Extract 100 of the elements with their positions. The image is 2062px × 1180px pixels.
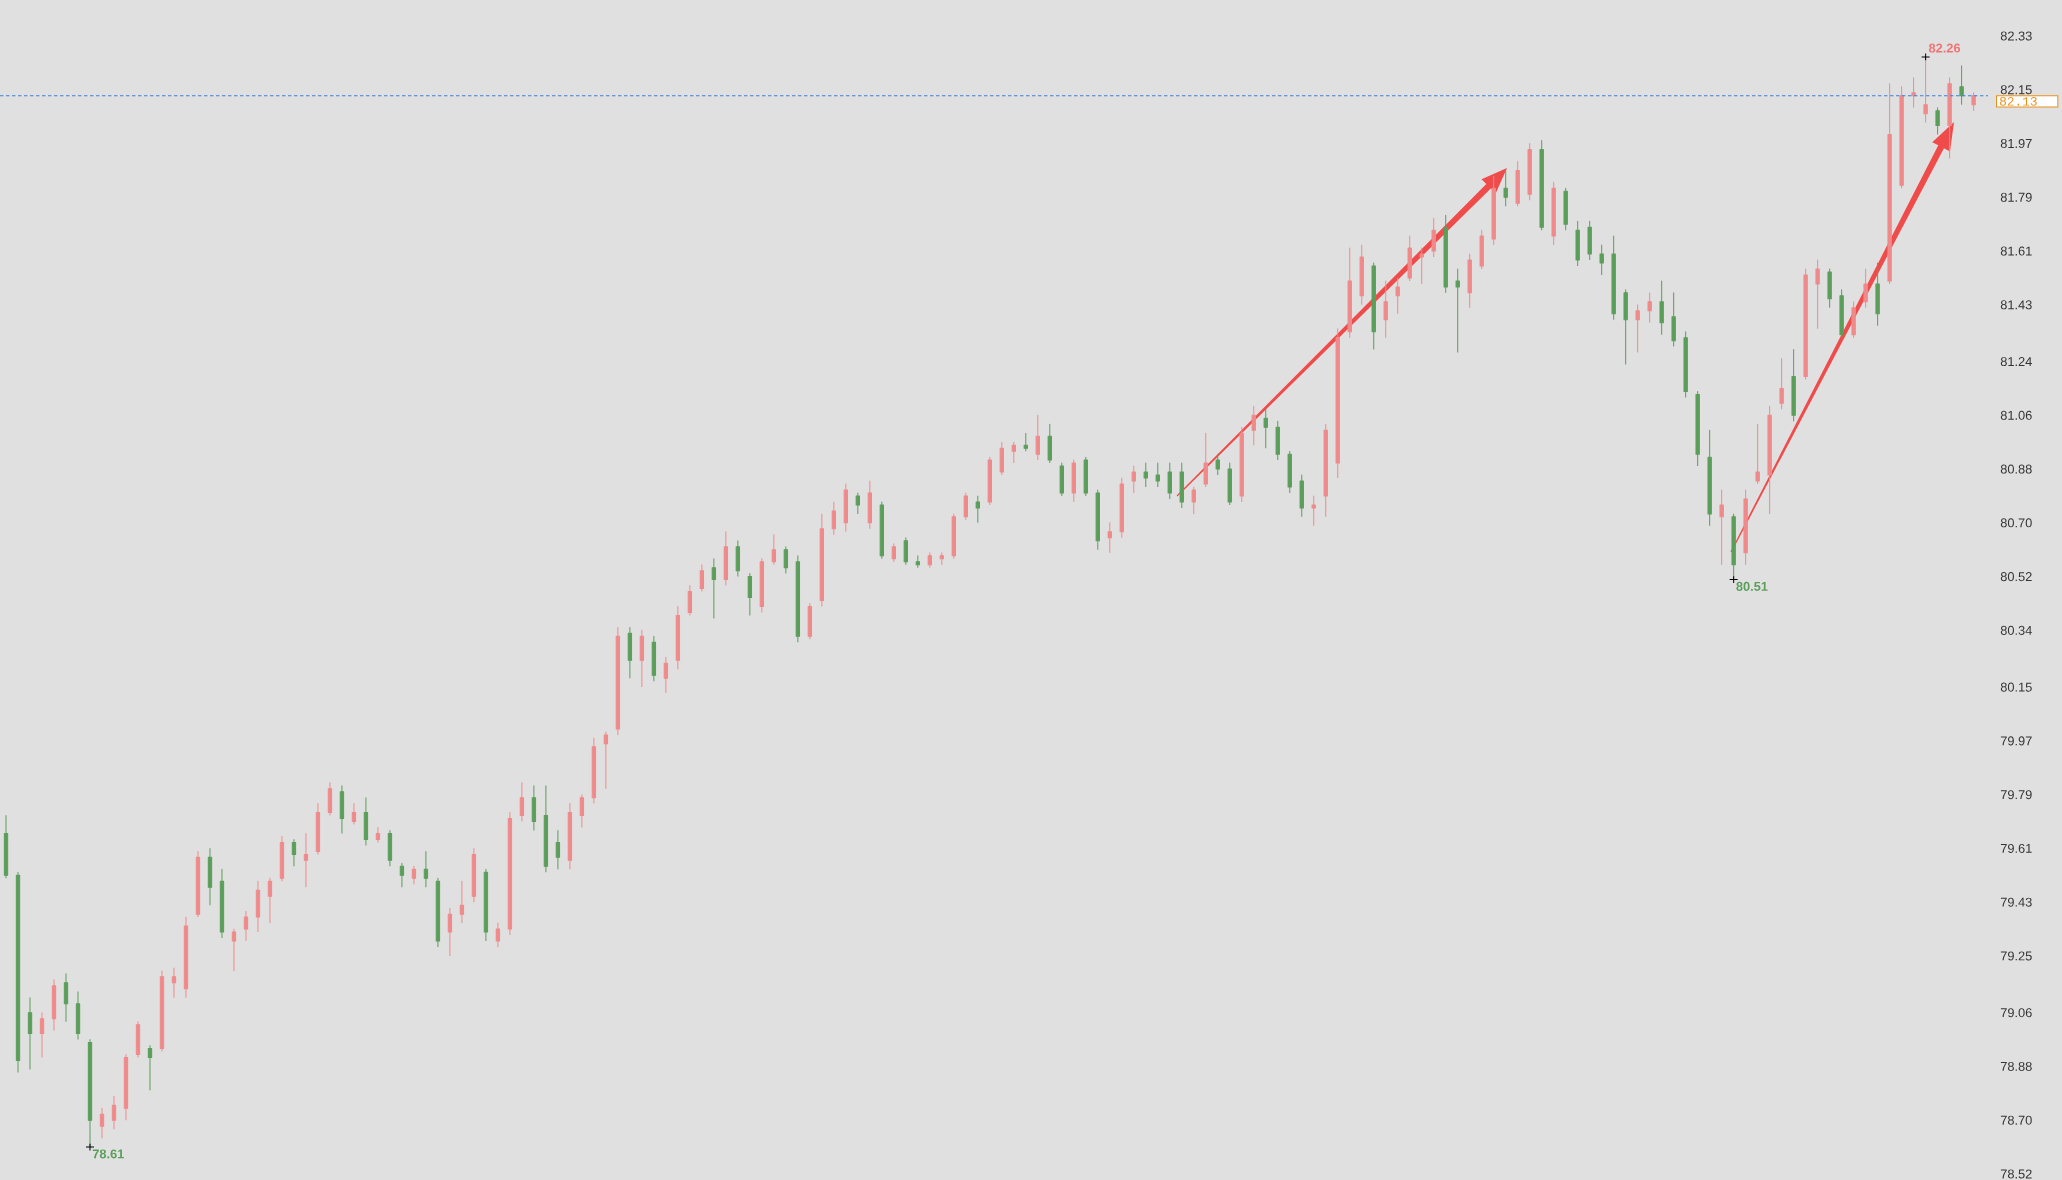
candlestick [447,907,453,957]
candlestick [1467,253,1472,309]
candlestick [435,877,441,948]
candlestick [51,979,57,1032]
candlestick [795,555,801,643]
candlestick [1107,522,1112,554]
candlestick [1119,477,1124,539]
candlestick [423,850,429,888]
candlestick [507,812,513,936]
candlestick [1587,220,1592,261]
annotation: 80.51 [1736,581,1768,591]
candlestick [1899,86,1904,189]
candlestick [1815,259,1820,330]
candlestick [675,605,681,670]
y-tick-label: 81.43 [2000,300,2032,310]
candlestick [1059,462,1064,497]
candlestick [207,847,213,906]
candlestick [1491,175,1496,246]
candlestick [831,501,837,536]
candlestick [15,871,21,1073]
candlestick [1851,301,1856,339]
candlestick [1215,453,1220,476]
candlestick [879,501,885,560]
candlestick [903,537,908,566]
candlestick [135,1021,141,1058]
y-tick-label: 80.52 [2000,572,2032,582]
candlestick [1083,456,1088,497]
candlestick [219,868,225,939]
annotation: 78.61 [92,1149,124,1159]
y-tick-label: 79.06 [2000,1008,2032,1018]
y-tick-label: 81.24 [2000,357,2032,367]
candlestick [1755,423,1760,485]
candlestick [999,441,1004,476]
candlestick [1671,292,1676,348]
candlestick [1947,77,1952,159]
candlestick [315,803,321,855]
candlestick [159,970,165,1053]
candlestick [543,785,549,873]
candlestick [459,880,465,924]
candlestick [855,492,861,515]
candlestick [1863,268,1868,309]
candlestick [1515,160,1520,207]
candlestick [1887,83,1892,285]
candlestick [1935,107,1940,136]
candlestick [1191,486,1196,515]
candlestick [1767,405,1772,515]
candlestick [123,1054,129,1121]
candlestick [339,785,345,834]
candlestick [411,865,417,885]
y-tick-label: 79.97 [2000,736,2032,746]
y-tick-label: 78.70 [2000,1115,2032,1125]
candlestick [75,991,81,1041]
candlestick [1419,247,1424,285]
candlestick [255,880,261,933]
candlestick [1239,426,1244,503]
candlestick [387,829,393,867]
candlestick [1371,262,1376,351]
candlestick [915,555,920,569]
y-tick-label: 79.43 [2000,897,2032,907]
candlestick [939,552,944,566]
candlestick [1275,420,1280,461]
candlestick [1479,229,1484,270]
candlestick [1563,187,1568,231]
candlestick [1203,432,1208,488]
candlestick [1611,235,1616,321]
candlestick [1707,429,1712,527]
candlestick [591,737,597,805]
candlestick [1551,181,1556,246]
candlestick [987,456,992,506]
candlestick [771,534,777,566]
candlestick [303,832,309,888]
candlestick [1971,92,1976,112]
candlestick [231,928,237,972]
candlestick [1527,143,1532,201]
candlestick [1311,495,1316,527]
candlestick [1503,169,1508,207]
candlestick [1143,462,1148,488]
y-tick-label: 82.15 [2000,85,2032,95]
candlestick [1227,462,1232,506]
candlestick [615,626,621,736]
candlestick [759,558,765,613]
candlestick [1659,280,1664,336]
y-tick-label: 80.70 [2000,518,2032,528]
candlestick [1263,408,1268,449]
candlestick [1647,292,1652,324]
candlestick [495,922,501,948]
candlestick [699,564,705,593]
candlestick [1599,244,1604,276]
candlestick [1695,390,1700,467]
candlestick [1023,432,1028,452]
candlestick [963,492,968,521]
y-tick-label: 81.61 [2000,246,2032,256]
candlestick [147,1045,153,1091]
ref-line-label: 82.13 [2000,97,2037,106]
candlestick [471,847,477,903]
y-tick-label: 80.34 [2000,625,2032,635]
candlestick [1095,489,1100,551]
candlestick [399,862,405,888]
candlestick [807,602,813,640]
candlestick [183,916,189,999]
